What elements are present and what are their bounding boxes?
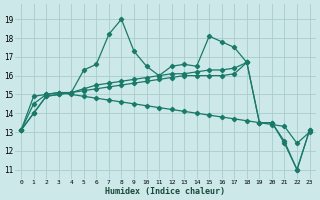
X-axis label: Humidex (Indice chaleur): Humidex (Indice chaleur) (105, 187, 225, 196)
